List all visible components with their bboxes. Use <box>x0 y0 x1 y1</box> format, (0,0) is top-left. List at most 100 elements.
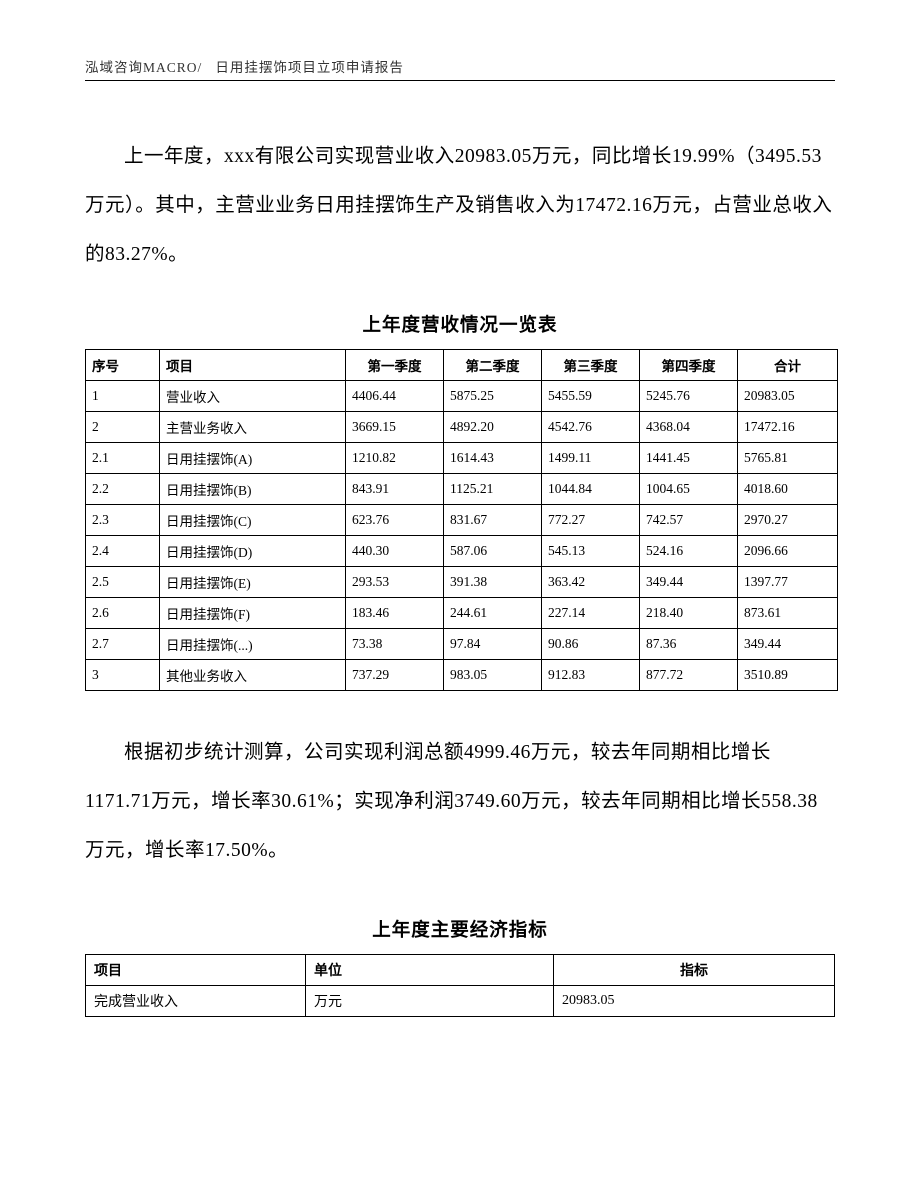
document-page: 泓域咨询MACRO/ 日用挂摆饰项目立项申请报告 上一年度，xxx有限公司实现营… <box>0 0 920 1077</box>
cell: 772.27 <box>542 505 640 536</box>
col-q3: 第三季度 <box>542 350 640 381</box>
cell: 1210.82 <box>346 443 444 474</box>
cell: 545.13 <box>542 536 640 567</box>
header-doc-title: 日用挂摆饰项目立项申请报告 <box>215 60 404 75</box>
col-item: 项目 <box>160 350 346 381</box>
cell: 万元 <box>306 985 554 1016</box>
cell: 983.05 <box>444 660 542 691</box>
cell: 4542.76 <box>542 412 640 443</box>
cell: 2.2 <box>86 474 160 505</box>
cell: 3669.15 <box>346 412 444 443</box>
paragraph-2: 根据初步统计测算，公司实现利润总额4999.46万元，较去年同期相比增长1171… <box>85 729 835 875</box>
cell: 843.91 <box>346 474 444 505</box>
cell: 1614.43 <box>444 443 542 474</box>
revenue-table-title: 上年度营收情况一览表 <box>85 311 835 337</box>
cell: 90.86 <box>542 629 640 660</box>
table-row: 2.6 日用挂摆饰(F) 183.46 244.61 227.14 218.40… <box>86 598 838 629</box>
cell: 2.6 <box>86 598 160 629</box>
col-q4: 第四季度 <box>640 350 738 381</box>
table-row: 1 营业收入 4406.44 5875.25 5455.59 5245.76 2… <box>86 381 838 412</box>
cell: 1125.21 <box>444 474 542 505</box>
cell: 831.67 <box>444 505 542 536</box>
table-header-row: 序号 项目 第一季度 第二季度 第三季度 第四季度 合计 <box>86 350 838 381</box>
cell: 20983.05 <box>554 985 835 1016</box>
header-company: 泓域咨询MACRO/ <box>85 60 202 75</box>
cell: 5455.59 <box>542 381 640 412</box>
cell: 4406.44 <box>346 381 444 412</box>
cell: 5245.76 <box>640 381 738 412</box>
col-total: 合计 <box>738 350 838 381</box>
cell: 2.3 <box>86 505 160 536</box>
cell: 4018.60 <box>738 474 838 505</box>
cell: 293.53 <box>346 567 444 598</box>
cell: 日用挂摆饰(F) <box>160 598 346 629</box>
table-row: 完成营业收入 万元 20983.05 <box>86 985 835 1016</box>
col-q2: 第二季度 <box>444 350 542 381</box>
cell: 737.29 <box>346 660 444 691</box>
cell: 日用挂摆饰(C) <box>160 505 346 536</box>
page-header: 泓域咨询MACRO/ 日用挂摆饰项目立项申请报告 <box>85 56 835 76</box>
cell: 营业收入 <box>160 381 346 412</box>
cell: 2970.27 <box>738 505 838 536</box>
revenue-table-body: 1 营业收入 4406.44 5875.25 5455.59 5245.76 2… <box>86 381 838 691</box>
cell: 日用挂摆饰(...) <box>160 629 346 660</box>
cell: 1397.77 <box>738 567 838 598</box>
col-project: 项目 <box>86 954 306 985</box>
cell: 587.06 <box>444 536 542 567</box>
cell: 1 <box>86 381 160 412</box>
cell: 主营业务收入 <box>160 412 346 443</box>
table-row: 2.1 日用挂摆饰(A) 1210.82 1614.43 1499.11 144… <box>86 443 838 474</box>
cell: 20983.05 <box>738 381 838 412</box>
cell: 日用挂摆饰(D) <box>160 536 346 567</box>
cell: 183.46 <box>346 598 444 629</box>
cell: 87.36 <box>640 629 738 660</box>
table-row: 2.2 日用挂摆饰(B) 843.91 1125.21 1044.84 1004… <box>86 474 838 505</box>
cell: 349.44 <box>640 567 738 598</box>
cell: 2 <box>86 412 160 443</box>
cell: 742.57 <box>640 505 738 536</box>
cell: 524.16 <box>640 536 738 567</box>
cell: 1499.11 <box>542 443 640 474</box>
cell: 其他业务收入 <box>160 660 346 691</box>
cell: 17472.16 <box>738 412 838 443</box>
cell: 873.61 <box>738 598 838 629</box>
col-indicator: 指标 <box>554 954 835 985</box>
indicator-table-body: 完成营业收入 万元 20983.05 <box>86 985 835 1016</box>
cell: 73.38 <box>346 629 444 660</box>
table-row: 2 主营业务收入 3669.15 4892.20 4542.76 4368.04… <box>86 412 838 443</box>
cell: 349.44 <box>738 629 838 660</box>
cell: 2.4 <box>86 536 160 567</box>
table-row: 2.3 日用挂摆饰(C) 623.76 831.67 772.27 742.57… <box>86 505 838 536</box>
cell: 1004.65 <box>640 474 738 505</box>
cell: 日用挂摆饰(B) <box>160 474 346 505</box>
cell: 3510.89 <box>738 660 838 691</box>
cell: 244.61 <box>444 598 542 629</box>
cell: 912.83 <box>542 660 640 691</box>
cell: 363.42 <box>542 567 640 598</box>
table-row: 2.4 日用挂摆饰(D) 440.30 587.06 545.13 524.16… <box>86 536 838 567</box>
cell: 218.40 <box>640 598 738 629</box>
cell: 623.76 <box>346 505 444 536</box>
cell: 3 <box>86 660 160 691</box>
revenue-table: 序号 项目 第一季度 第二季度 第三季度 第四季度 合计 1 营业收入 4406… <box>85 349 838 691</box>
table-row: 2.5 日用挂摆饰(E) 293.53 391.38 363.42 349.44… <box>86 567 838 598</box>
col-unit: 单位 <box>306 954 554 985</box>
cell: 2.7 <box>86 629 160 660</box>
cell: 日用挂摆饰(E) <box>160 567 346 598</box>
cell: 877.72 <box>640 660 738 691</box>
header-divider <box>85 80 835 81</box>
cell: 440.30 <box>346 536 444 567</box>
cell: 391.38 <box>444 567 542 598</box>
cell: 227.14 <box>542 598 640 629</box>
indicator-table: 项目 单位 指标 完成营业收入 万元 20983.05 <box>85 954 835 1017</box>
cell: 2096.66 <box>738 536 838 567</box>
cell: 完成营业收入 <box>86 985 306 1016</box>
cell: 5875.25 <box>444 381 542 412</box>
cell: 2.1 <box>86 443 160 474</box>
col-seq: 序号 <box>86 350 160 381</box>
cell: 1044.84 <box>542 474 640 505</box>
cell: 5765.81 <box>738 443 838 474</box>
cell: 4368.04 <box>640 412 738 443</box>
col-q1: 第一季度 <box>346 350 444 381</box>
cell: 4892.20 <box>444 412 542 443</box>
